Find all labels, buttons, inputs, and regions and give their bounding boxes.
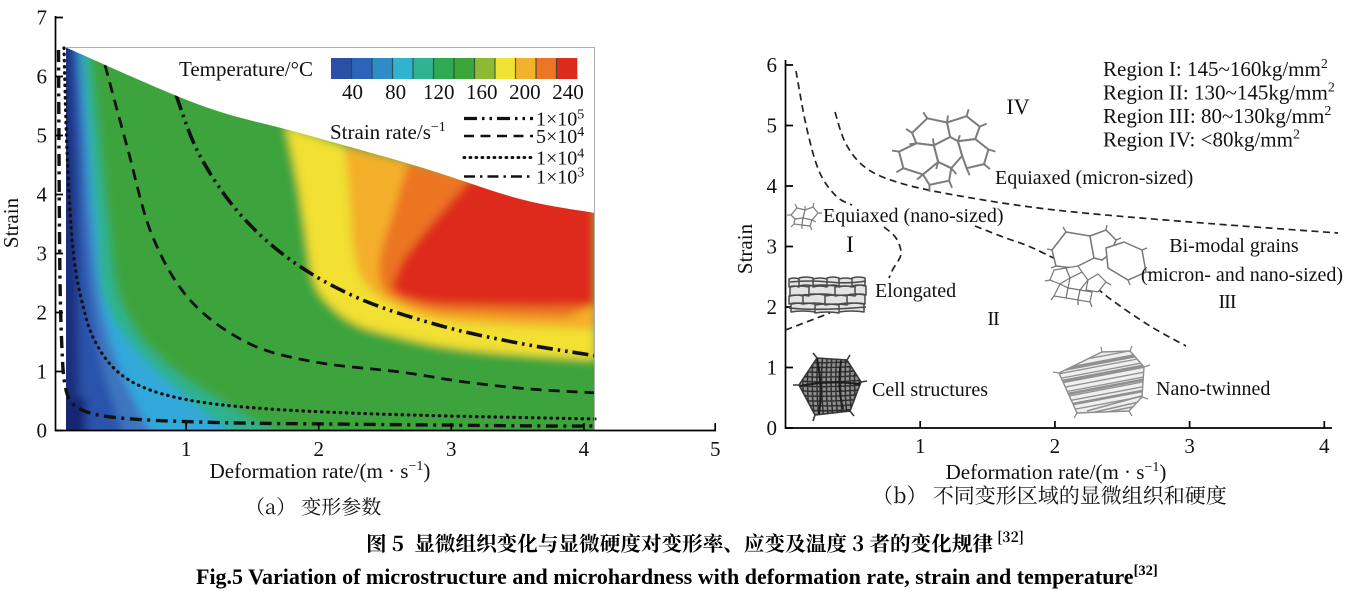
svg-text:200: 200: [509, 80, 541, 104]
svg-text:4: 4: [579, 437, 590, 461]
svg-text:5×104: 5×104: [536, 125, 584, 148]
svg-text:Strain: Strain: [0, 197, 23, 248]
svg-text:2: 2: [37, 301, 48, 325]
svg-text:3: 3: [1184, 434, 1195, 458]
svg-text:Elongated: Elongated: [875, 280, 956, 302]
svg-text:160: 160: [466, 80, 498, 104]
svg-text:3: 3: [767, 235, 778, 259]
svg-text:4: 4: [767, 174, 778, 198]
svg-text:6: 6: [37, 65, 48, 89]
svg-text:1: 1: [915, 434, 926, 458]
svg-text:5: 5: [767, 114, 778, 138]
svg-text:Strain rate/s−1: Strain rate/s−1: [330, 120, 446, 144]
svg-text:Fig.5 Variation of microstru: Fig.5 Variation of microstructure and mi…: [196, 563, 1158, 589]
svg-text:4: 4: [1319, 434, 1330, 458]
svg-text:Nano-twinned: Nano-twinned: [1156, 378, 1270, 400]
svg-text:3: 3: [446, 437, 457, 461]
svg-text:1: 1: [181, 437, 192, 461]
svg-text:Region II: 130~145kg/mm2: Region II: 130~145kg/mm2: [1103, 81, 1335, 105]
svg-text:0: 0: [767, 416, 778, 440]
svg-text:240: 240: [552, 80, 584, 104]
svg-text:1×104: 1×104: [536, 147, 584, 170]
svg-text:0: 0: [37, 419, 48, 443]
svg-text:Equiaxed (micron-sized): Equiaxed (micron-sized): [995, 167, 1193, 189]
svg-text:80: 80: [385, 80, 406, 104]
svg-text:Strain: Strain: [733, 223, 757, 274]
svg-text:6: 6: [767, 53, 778, 77]
svg-text:2: 2: [1050, 434, 1061, 458]
svg-text:1×103: 1×103: [536, 166, 584, 189]
svg-text:Deformation rate/(m · s−1): Deformation rate/(m · s−1): [946, 460, 1167, 484]
svg-text:IV: IV: [1006, 94, 1029, 119]
svg-text:(micron- and nano-sized): (micron- and nano-sized): [1141, 264, 1343, 286]
svg-text:40: 40: [342, 80, 363, 104]
svg-text:Equiaxed (nano-sized): Equiaxed (nano-sized): [823, 205, 1003, 227]
svg-text:Deformation rate/(m · s−1): Deformation rate/(m · s−1): [210, 459, 431, 483]
svg-text:Temperature/°C: Temperature/°C: [179, 57, 313, 81]
svg-text:I: I: [846, 232, 854, 257]
svg-text:Bi-modal grains: Bi-modal grains: [1169, 235, 1299, 257]
svg-text:7: 7: [37, 6, 48, 30]
svg-text:2: 2: [313, 437, 324, 461]
svg-text:4: 4: [37, 183, 48, 207]
svg-text:II: II: [987, 308, 999, 330]
svg-text:III: III: [1219, 291, 1236, 313]
svg-text:3: 3: [37, 242, 48, 266]
svg-text:1: 1: [767, 356, 778, 380]
svg-text:5: 5: [37, 124, 48, 148]
svg-text:Region I: 145~160kg/mm2: Region I: 145~160kg/mm2: [1103, 57, 1328, 81]
svg-text:Cell structures: Cell structures: [872, 379, 988, 401]
svg-text:120: 120: [423, 80, 455, 104]
svg-text:1: 1: [37, 360, 48, 384]
svg-text:2: 2: [767, 295, 778, 319]
svg-text:Region IV: <80kg/mm2: Region IV: <80kg/mm2: [1103, 128, 1300, 152]
svg-text:5: 5: [710, 437, 721, 461]
svg-text:1×105: 1×105: [536, 108, 584, 131]
svg-text:Region III: 80~130kg/mm2: Region III: 80~130kg/mm2: [1103, 104, 1331, 128]
